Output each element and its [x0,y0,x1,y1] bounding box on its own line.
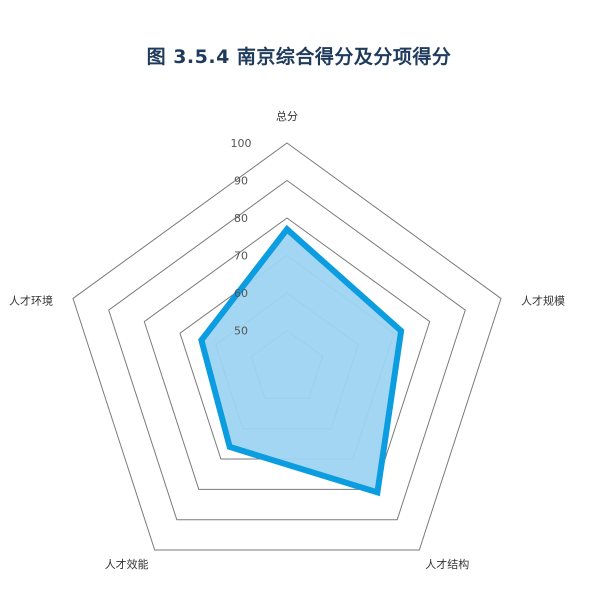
grid-ring-90 [108,179,466,521]
grid-ring-100 [72,142,502,551]
axis-label-4: 人才环境 [9,294,53,308]
tick-label-60: 60 [234,287,248,300]
series-area [198,224,405,497]
tick-label-70: 70 [234,250,248,263]
axis-label-3: 人才效能 [105,557,149,571]
tick-label-100: 100 [231,137,252,150]
chart-title: 图 3.5.4 南京综合得分及分项得分 [146,46,452,68]
tick-label-50: 50 [234,325,248,338]
axis-label-1: 人才规模 [521,294,565,308]
tick-label-90: 90 [234,175,248,188]
tick-label-80: 80 [234,212,248,225]
series-layer [198,224,405,497]
axis-label-2: 人才结构 [425,557,469,571]
grid-ring-80 [143,217,431,490]
axis-label-0: 总分 [276,109,298,123]
